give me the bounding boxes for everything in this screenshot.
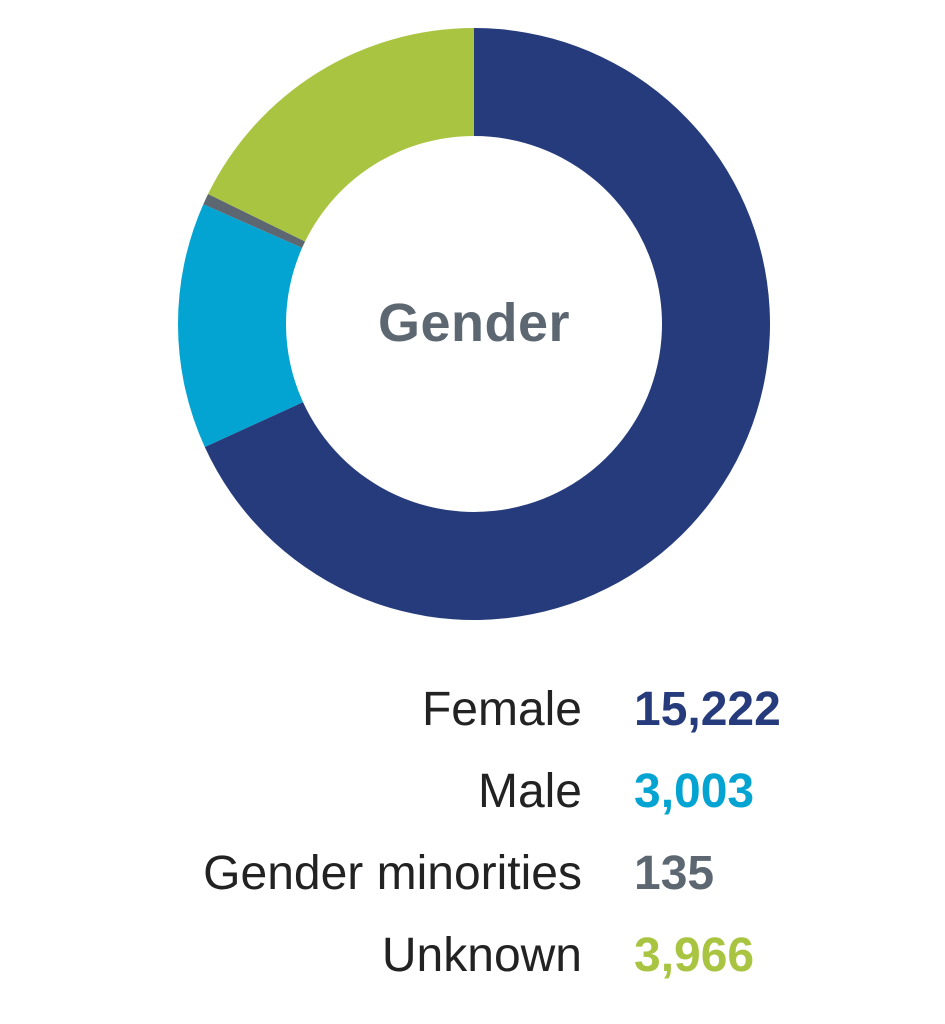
legend-label: Female	[421, 683, 582, 736]
legend-row-gender-minorities: Gender minorities 135	[0, 834, 945, 914]
legend-value: 3,966	[634, 929, 755, 982]
legend-value: 15,222	[634, 683, 781, 736]
legend-label: Male	[477, 765, 582, 818]
donut-slice-female	[204, 28, 770, 620]
legend-row-male: Male 3,003	[0, 752, 945, 832]
legend-value: 135	[634, 847, 715, 900]
gender-donut-chart: Gender	[177, 28, 770, 620]
legend-row-female: Female 15,222	[0, 670, 945, 750]
legend-label: Unknown	[381, 929, 582, 982]
legend-row-unknown: Unknown 3,966	[0, 916, 945, 996]
donut-slice-gender-minorities	[203, 194, 306, 248]
donut-slice-male	[177, 204, 303, 447]
legend-value: 3,003	[634, 765, 755, 818]
donut-slice-unknown	[208, 28, 475, 242]
chart-title: Gender	[377, 293, 571, 353]
donut-chart-svg	[177, 28, 770, 620]
legend-label: Gender minorities	[203, 847, 582, 900]
